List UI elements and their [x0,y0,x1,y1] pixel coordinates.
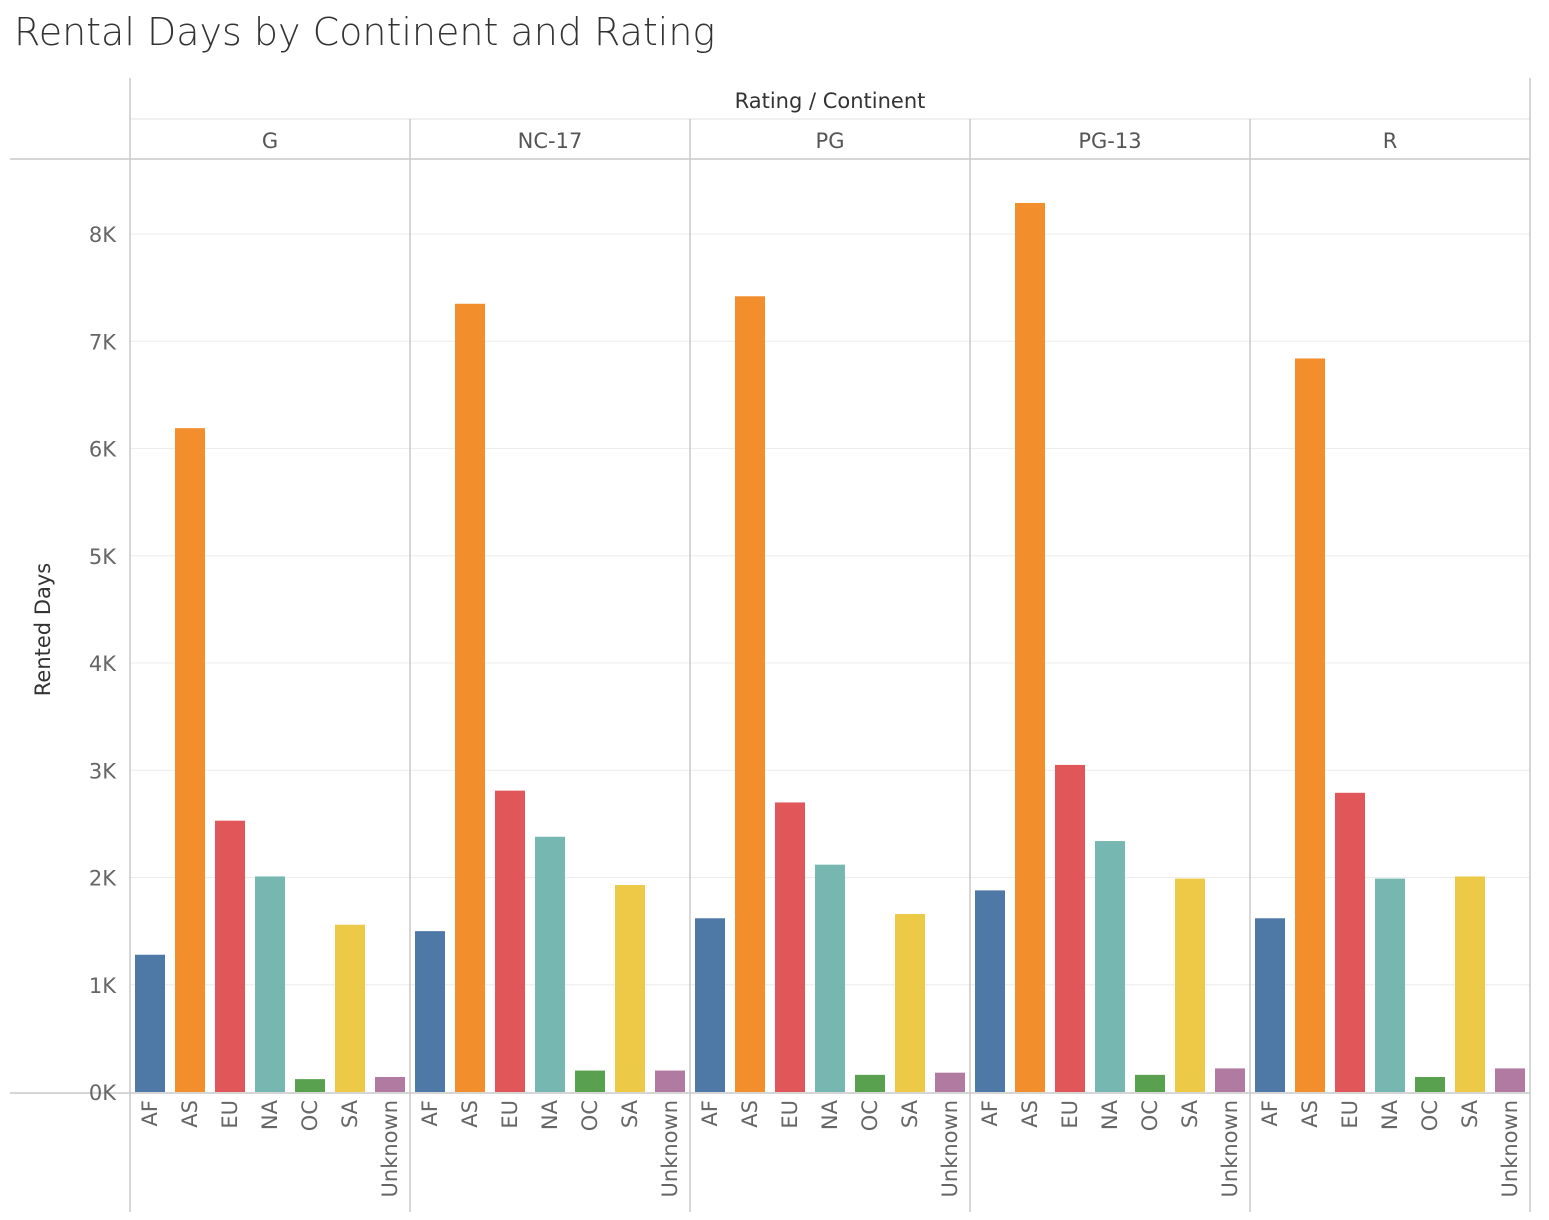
chart-title: Rental Days by Continent and Rating [14,10,716,54]
x-tick-label: Unknown [378,1100,402,1197]
panel-header-pg-13: PG-13 [1078,129,1141,153]
x-tick-label: AF [418,1100,442,1126]
x-tick-label: NA [1378,1099,1402,1130]
bar-r-eu[interactable] [1335,792,1365,1092]
bar-r-sa[interactable] [1455,876,1485,1092]
x-tick-label: AS [1018,1100,1042,1128]
bar-nc-17-oc[interactable] [575,1070,605,1092]
panel-header-r: R [1383,129,1398,153]
x-tick-label: NA [258,1099,282,1130]
bar-pg-af[interactable] [695,918,725,1092]
x-tick-label: SA [898,1099,922,1128]
x-tick-label: OC [1138,1100,1162,1131]
y-tick-label: 4K [89,652,117,676]
y-tick-label: 2K [89,867,117,891]
bar-pg-as[interactable] [735,296,765,1093]
bar-g-unknown[interactable] [375,1076,405,1092]
x-tick-label: AF [698,1100,722,1126]
bar-r-unknown[interactable] [1495,1068,1525,1092]
y-tick-label: 5K [89,545,117,569]
x-tick-label: NA [818,1099,842,1130]
bar-pg-13-as[interactable] [1015,202,1045,1092]
panel-header-nc-17: NC-17 [518,129,583,153]
bars [135,202,1525,1093]
panel-frame [10,78,1531,1212]
x-tick-label: Unknown [1218,1100,1242,1197]
labels: 0K 1K 2K 3K 4K 5K 6K 7K 8K Rented Days Rating / Co… [31,89,1522,1197]
x-tick-label: AS [458,1100,482,1128]
bar-nc-17-sa[interactable] [615,885,645,1092]
column-header-title: Rating / Continent [735,89,926,113]
x-tick-label: Unknown [1498,1100,1522,1197]
x-tick-label: SA [1178,1099,1202,1128]
y-tick-label: 0K [89,1081,117,1105]
bar-r-af[interactable] [1255,918,1285,1092]
bar-g-eu[interactable] [215,820,245,1092]
x-tick-label: AF [1258,1100,1282,1126]
bar-nc-17-as[interactable] [455,303,485,1092]
x-tick-label: NA [538,1099,562,1130]
x-tick-label: AS [1298,1100,1322,1128]
x-tick-label: EU [498,1100,522,1129]
bar-pg-13-oc[interactable] [1135,1074,1165,1092]
x-tick-label: SA [1458,1099,1482,1128]
bar-pg-unknown[interactable] [935,1072,965,1092]
bar-r-as[interactable] [1295,358,1325,1092]
bar-pg-13-sa[interactable] [1175,878,1205,1092]
bar-g-sa[interactable] [335,924,365,1092]
bar-pg-13-na[interactable] [1095,841,1125,1092]
x-tick-label: OC [1418,1100,1442,1131]
bar-r-oc[interactable] [1415,1076,1445,1092]
x-tick-label: NA [1098,1099,1122,1130]
bar-pg-sa[interactable] [895,913,925,1092]
x-tick-label: OC [858,1100,882,1131]
bar-g-oc[interactable] [295,1079,325,1092]
bar-pg-13-unknown[interactable] [1215,1068,1245,1092]
panel-header-g: G [262,129,278,153]
bar-pg-eu[interactable] [775,802,805,1092]
bar-g-na[interactable] [255,876,285,1092]
y-tick-label: 6K [89,438,117,462]
bar-r-na[interactable] [1375,878,1405,1092]
bar-nc-17-na[interactable] [535,836,565,1092]
x-tick-label: OC [298,1100,322,1131]
x-tick-label: EU [1058,1100,1082,1129]
x-tick-label: AF [138,1100,162,1126]
x-tick-label: Unknown [658,1100,682,1197]
x-tick-label: SA [338,1099,362,1128]
bar-pg-13-af[interactable] [975,890,1005,1092]
bar-pg-oc[interactable] [855,1074,885,1092]
bar-nc-17-unknown[interactable] [655,1070,685,1092]
bar-pg-na[interactable] [815,864,845,1092]
y-tick-label: 3K [89,759,117,783]
x-tick-label: EU [1338,1100,1362,1129]
bar-nc-17-eu[interactable] [495,790,525,1092]
panel-header-pg: PG [816,129,845,153]
bar-nc-17-af[interactable] [415,931,445,1092]
x-tick-label: AS [738,1100,762,1128]
bar-g-as[interactable] [175,428,205,1092]
x-tick-label: AF [978,1100,1002,1126]
bar-pg-13-eu[interactable] [1055,764,1085,1092]
x-tick-label: EU [778,1100,802,1129]
y-tick-label: 8K [89,223,117,247]
x-tick-label: AS [178,1100,202,1128]
y-axis-title: Rented Days [31,563,55,696]
x-tick-label: OC [578,1100,602,1131]
bar-g-af[interactable] [135,954,165,1092]
x-tick-label: SA [618,1099,642,1128]
x-tick-label: EU [218,1100,242,1129]
y-tick-label: 1K [89,974,117,998]
x-tick-label: Unknown [938,1100,962,1197]
y-tick-label: 7K [89,330,117,354]
